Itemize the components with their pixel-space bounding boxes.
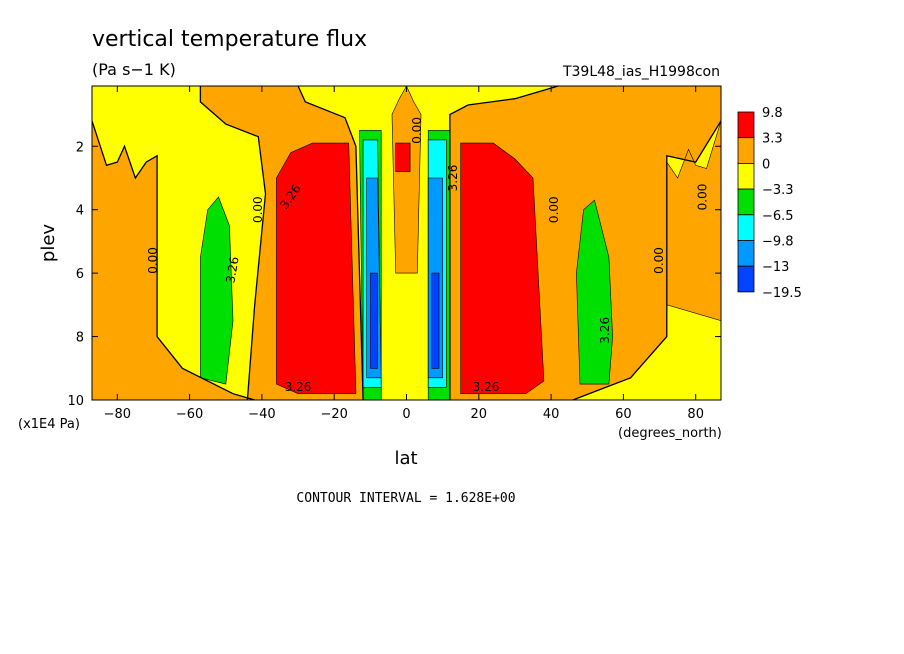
- zero-contour-3: [449, 86, 559, 400]
- x-tick-label: 60: [615, 407, 632, 422]
- colorbar-swatch: [737, 162, 755, 190]
- contour-label-4: 3.26: [285, 380, 312, 394]
- zero-contour-0: [92, 120, 255, 400]
- x-tick-label: −20: [320, 407, 347, 422]
- contour-label-0: 0.00: [146, 247, 160, 274]
- y-units-label: (x1E4 Pa): [18, 417, 80, 432]
- x-axis-title: lat: [394, 448, 417, 469]
- colorbar-swatch: [737, 214, 755, 241]
- orange-band-region-4: [666, 120, 721, 322]
- x-tick-label: 20: [471, 407, 488, 422]
- contour-label-1: 0.00: [251, 196, 265, 223]
- chart-title: vertical temperature flux: [92, 27, 367, 52]
- orange-band-region-2: [391, 86, 422, 274]
- contour-label-10: 0.00: [410, 117, 424, 144]
- filled-contours: [92, 86, 721, 400]
- y-tick-label: 6: [76, 267, 84, 282]
- y-tick-label: 8: [76, 331, 84, 346]
- dataset-label: T39L48_ias_H1998con: [562, 64, 720, 80]
- colorbar-swatch: [737, 111, 755, 139]
- contour-label-5: 0.00: [547, 196, 561, 223]
- y-tick-label: 10: [67, 394, 84, 409]
- colorbar-label: −6.5: [762, 209, 794, 224]
- colorbar: 9.8 3.3 0 −3.3 −6.5 −9.8 −13 −19.5: [737, 106, 802, 301]
- colorbar-label: −3.3: [762, 183, 794, 198]
- zero-contour-4: [572, 120, 721, 400]
- zero-contour-2: [297, 86, 364, 400]
- red-core-region-0: [276, 142, 357, 395]
- x-axis-ticks: −80 −60 −40 −20 0 20 40 60 80: [104, 86, 704, 422]
- x-tick-label: 40: [543, 407, 560, 422]
- x-tick-label: −60: [176, 407, 203, 422]
- x-tick-label: 0: [402, 407, 410, 422]
- green-cell-region-0: [200, 196, 234, 385]
- deep-blue-jet-region-0: [370, 272, 378, 369]
- colorbar-label: 9.8: [762, 106, 783, 121]
- y-axis-title: plev: [38, 224, 59, 263]
- x-tick-label: −80: [104, 407, 131, 422]
- colorbar-label: −19.5: [762, 286, 802, 301]
- green-cell-region-1: [576, 199, 613, 385]
- contour-label-2: 3.26: [223, 256, 241, 285]
- colorbar-swatch: [737, 265, 755, 293]
- colorbar-swatch: [737, 137, 755, 164]
- contour-label-7: 0.00: [695, 184, 709, 211]
- colorbar-label: 0: [762, 157, 770, 172]
- colorbar-label: −9.8: [762, 235, 794, 250]
- y-tick-label: 2: [76, 140, 84, 155]
- deep-blue-jet-region-1: [431, 272, 440, 369]
- red-core-region-2: [460, 142, 545, 395]
- contour-label-9: 3.26: [473, 380, 500, 394]
- colorbar-label: 3.3: [762, 132, 783, 147]
- colorbar-swatch: [737, 240, 755, 267]
- x-tick-label: −40: [248, 407, 275, 422]
- zero-contour-1: [199, 86, 267, 400]
- red-core-region-1: [395, 142, 411, 172]
- contour-interval-label: CONTOUR INTERVAL = 1.628E+00: [296, 491, 515, 506]
- x-tick-label: 80: [687, 407, 704, 422]
- y-tick-label: 4: [76, 204, 84, 219]
- chart-units: (Pa s−1 K): [92, 60, 176, 79]
- contour-lines: [92, 86, 721, 400]
- colorbar-swatch: [737, 188, 755, 216]
- y-axis-ticks: 2 4 6 8 10: [67, 140, 721, 409]
- x-units-label: (degrees_north): [618, 426, 722, 441]
- contour-label-11: 3.26: [446, 165, 460, 192]
- contour-label-6: 0.00: [652, 247, 666, 274]
- contour-label-8: 3.26: [598, 317, 612, 344]
- colorbar-label: −13: [762, 260, 789, 275]
